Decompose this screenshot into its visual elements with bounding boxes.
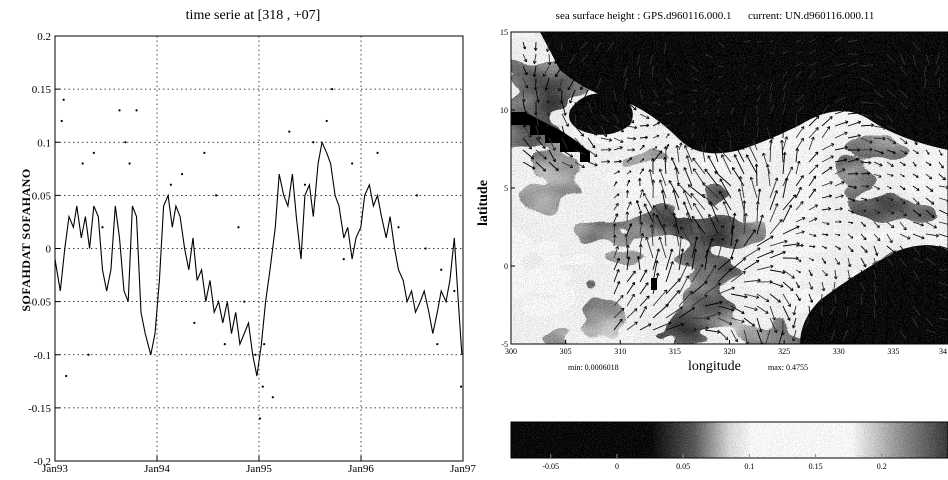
data-point [65,375,67,377]
data-point [326,120,328,122]
y-tick-label: 0 [46,244,52,256]
data-point [436,343,438,345]
map-title: sea surface height : GPS.d960116.000.1 c… [556,10,875,22]
data-point [288,131,290,133]
map-field [511,32,948,348]
map-y-axis-label: latitude [476,180,491,226]
colorbar-tick-label: 0.15 [809,462,823,471]
map-x-tick-label: 305 [560,347,572,356]
data-point [170,184,172,186]
data-point [263,343,265,345]
time-series-gridlines [55,36,463,461]
data-point [254,354,256,356]
colorbar-tick-label: 0.1 [744,462,754,471]
data-point [272,396,274,398]
y-tick-label: 0.2 [37,31,51,43]
data-point [397,226,399,228]
current-arrow [925,102,926,112]
map-min-label: min: 0.0006018 [568,363,619,372]
current-arrow [561,42,562,53]
colorbar: -0.05 0 0.05 0.1 0.15 0.2 [511,422,948,471]
data-point [181,173,183,175]
colorbar-tick-label: 0 [615,462,619,471]
data-point [343,258,345,260]
data-point [416,194,418,196]
data-point [128,162,130,164]
data-point [203,152,205,154]
data-point [215,194,217,196]
data-point [124,141,126,143]
data-point [118,109,120,111]
data-point [93,152,95,154]
data-point [224,343,226,345]
map-y-tick-label: 10 [500,106,508,115]
data-point [61,120,63,122]
current-arrow [535,78,536,90]
map-y-tick-label: 0 [504,262,508,271]
data-point [460,386,462,388]
data-point [87,354,89,356]
y-tick-label: 0.15 [32,84,52,96]
data-point [63,99,65,101]
map-x-tick-label: 300 [505,347,517,356]
x-tick-label: Jan93 [42,463,68,475]
data-point [376,152,378,154]
x-tick-label: Jan95 [246,463,272,475]
data-point [259,417,261,419]
current-arrow [861,294,862,307]
current-arrow [874,318,875,332]
colorbar-tick-label: 0.05 [676,462,690,471]
series-line-path [55,142,462,376]
y-tick-label: 0.05 [32,190,52,202]
current-arrow [561,90,562,104]
map-max-label: max: 0.4755 [768,363,808,372]
y-tick-label: 0.1 [37,137,51,149]
data-point [101,226,103,228]
data-point [193,322,195,324]
data-point [351,162,353,164]
map-y-tick-label: 15 [500,28,508,37]
map-y-tick-label: 5 [504,184,508,193]
colorbar-tick-label: 0.2 [877,462,887,471]
map-x-tick-label: 310 [614,347,626,356]
data-point [453,290,455,292]
map-x-axis-label: longitude [688,359,741,374]
current-arrow [652,66,653,79]
map-x-tick-label: 315 [669,347,681,356]
data-point [440,269,442,271]
data-point [331,88,333,90]
time-series-line [55,142,462,376]
x-tick-label: Jan96 [348,463,374,475]
data-point [82,162,84,164]
data-point [262,386,264,388]
y-tick-label: -0.1 [34,350,51,362]
x-tick-label: Jan94 [144,463,170,475]
colorbar-tick-label: -0.05 [542,462,559,471]
data-point [243,301,245,303]
map-x-tick-label: 325 [778,347,790,356]
map-x-tick-label: 34 [939,347,947,356]
sea-surface-height-map: sea surface height : GPS.d960116.000.1 c… [476,10,948,374]
data-point [312,141,314,143]
x-tick-label: Jan97 [450,463,476,475]
y-tick-label: -0.15 [28,403,51,415]
data-point [237,226,239,228]
data-point [135,109,137,111]
time-series-x-ticks: Jan93 Jan94 Jan95 Jan96 Jan97 [42,456,476,475]
data-point [424,247,426,249]
time-series-title: time serie at [318 , +07] [186,8,321,23]
map-x-tick-label: 330 [833,347,845,356]
map-x-tick-label: 320 [724,347,736,356]
time-series-chart: time serie at [318 , +07] SOFAHDAT SOFAH… [19,8,476,475]
y-tick-label: -0.05 [28,297,51,309]
data-point [304,184,306,186]
map-x-tick-label: 335 [887,347,899,356]
